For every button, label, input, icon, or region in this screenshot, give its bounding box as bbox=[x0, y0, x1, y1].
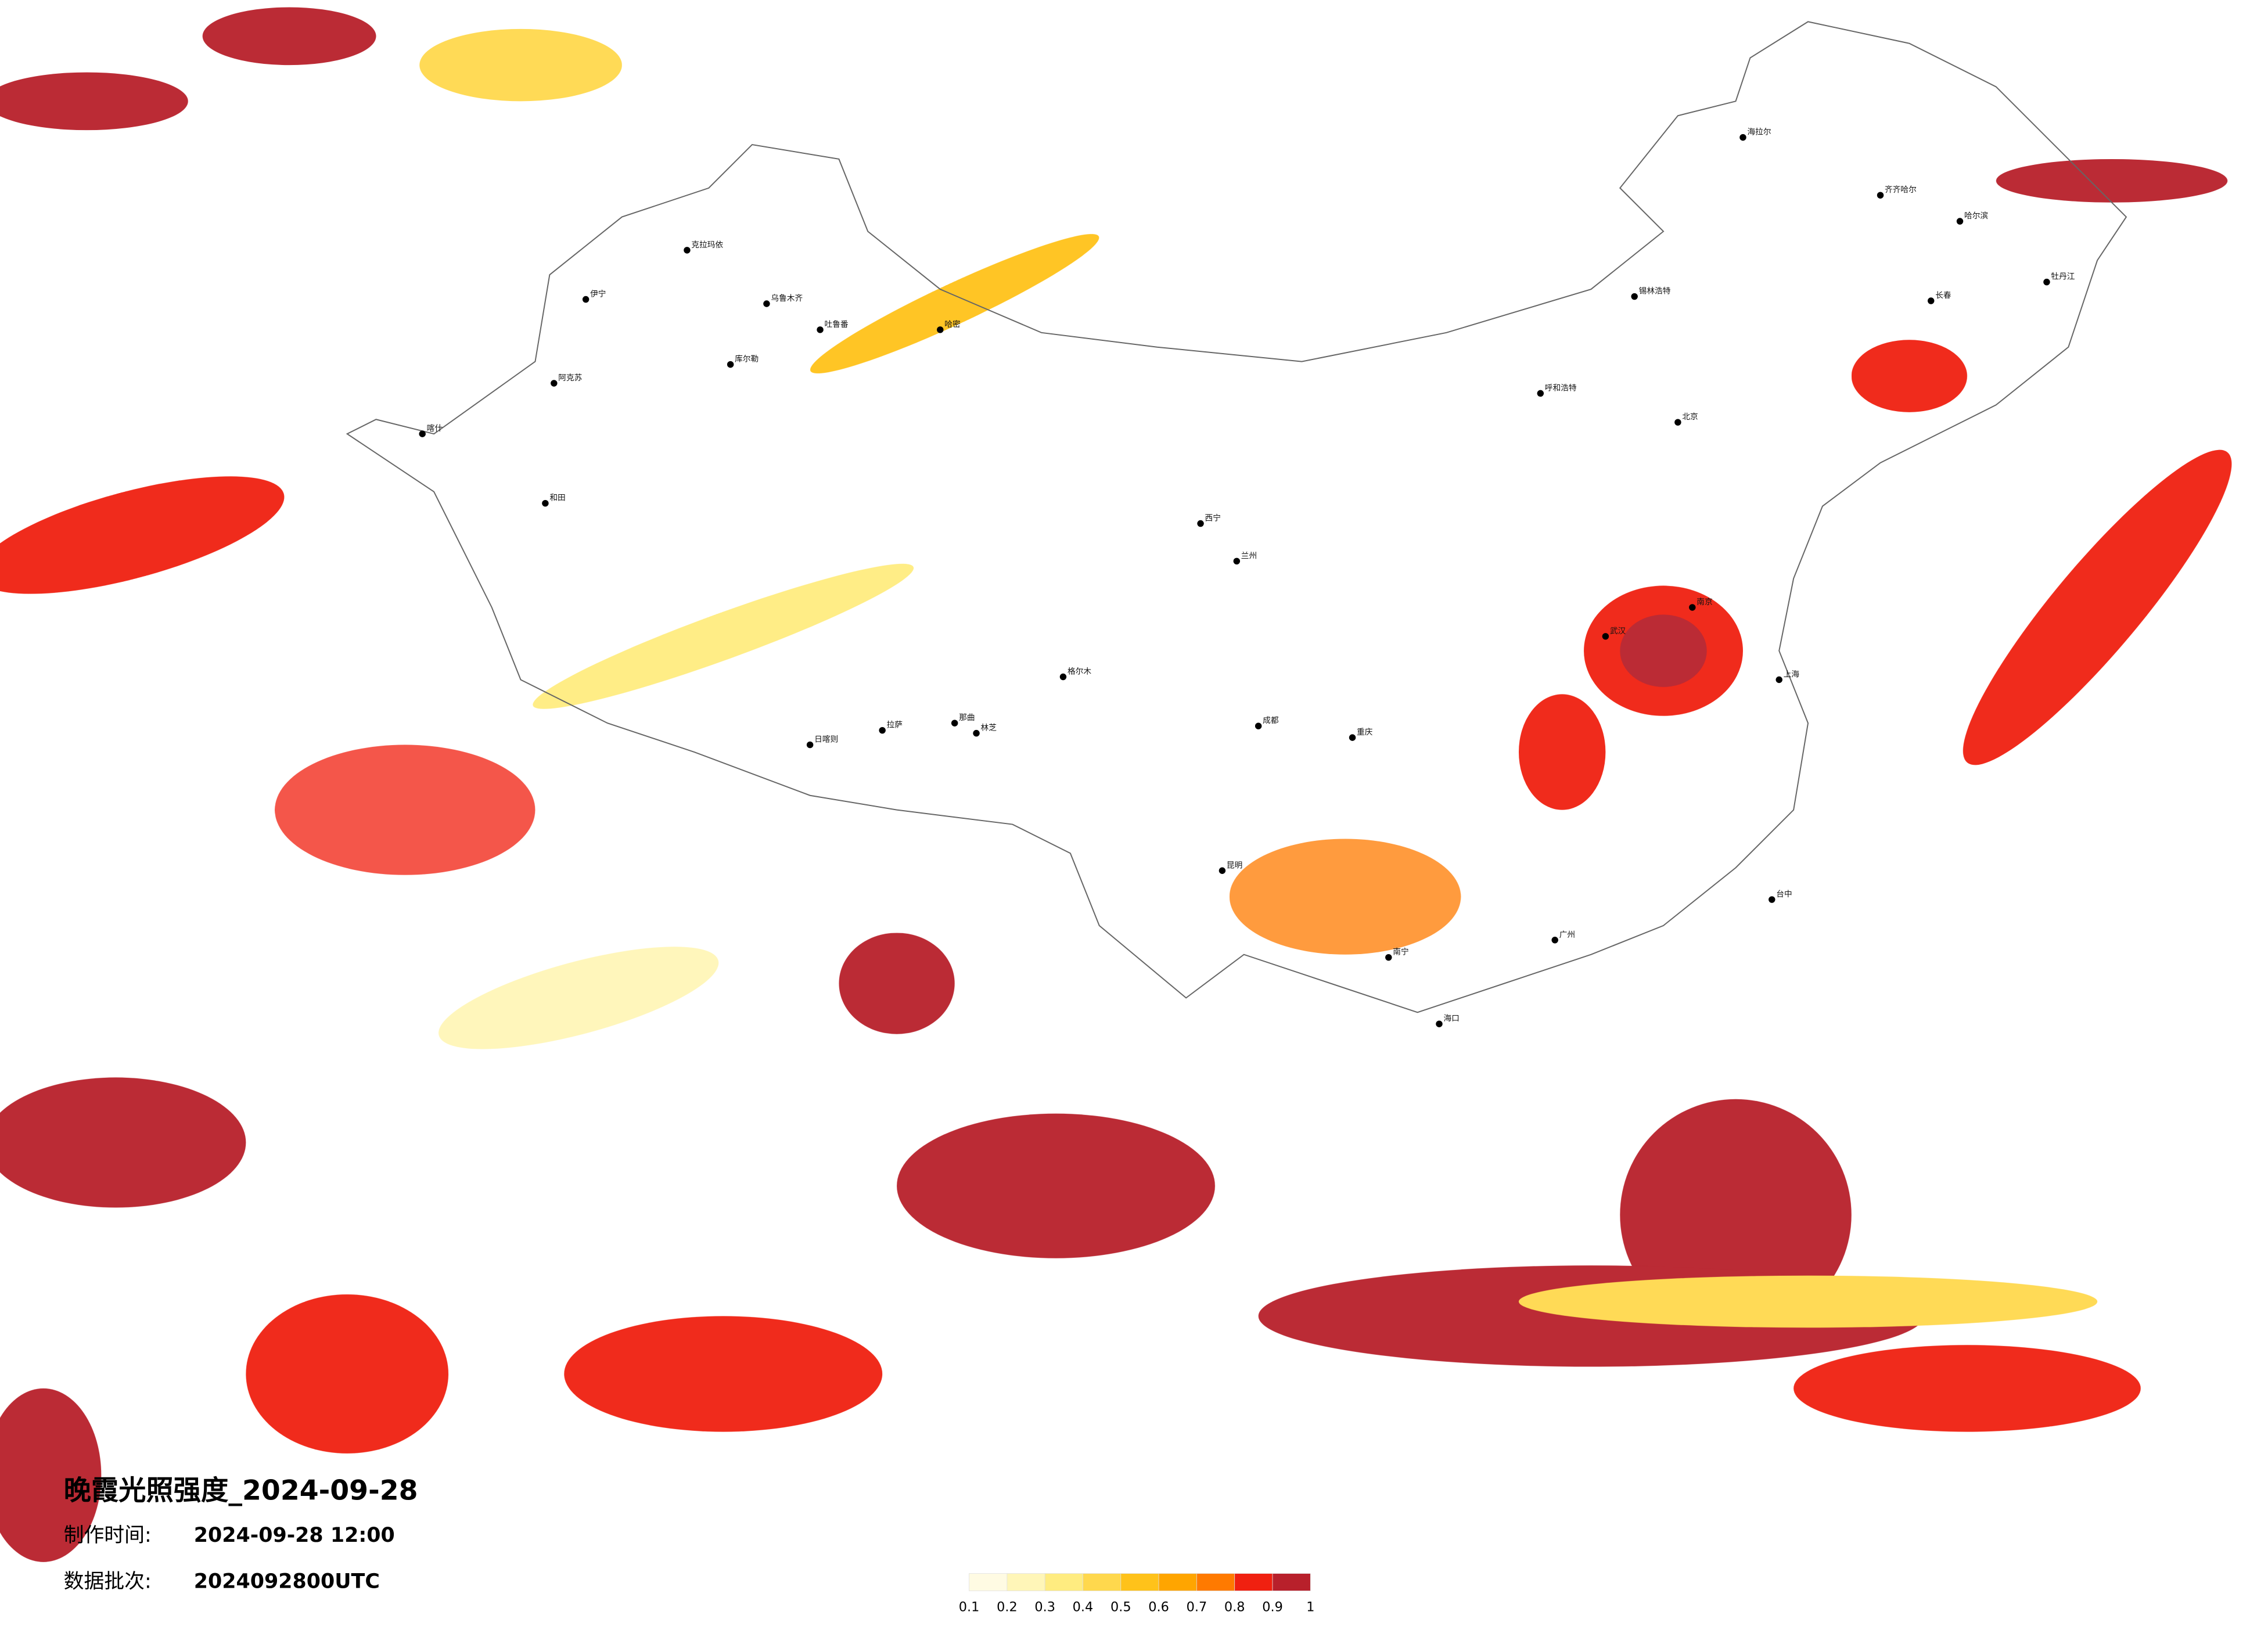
title: 晚霞光照强度_2024-09-28 bbox=[64, 1475, 418, 1507]
heat-layer bbox=[0, 7, 2232, 1562]
colorbar-swatch bbox=[1044, 1573, 1083, 1591]
city-label: 日喀则 bbox=[814, 735, 838, 744]
city-dot bbox=[763, 300, 770, 307]
colorbar-tick-label: 0.6 bbox=[1148, 1599, 1169, 1614]
city-dot bbox=[1674, 419, 1681, 426]
city-label: 西宁 bbox=[1205, 513, 1221, 523]
city-label: 哈尔滨 bbox=[1964, 211, 1988, 221]
city-label: 重庆 bbox=[1357, 728, 1373, 737]
city-dot bbox=[419, 430, 426, 437]
batch-label: 数据批次: bbox=[64, 1570, 152, 1593]
colorbar-swatch bbox=[969, 1573, 1008, 1591]
city-dot bbox=[973, 729, 980, 737]
city-dot bbox=[1233, 557, 1241, 565]
city-label: 拉萨 bbox=[887, 721, 903, 730]
city-label: 齐齐哈尔 bbox=[1885, 185, 1917, 195]
colorbar-tick-label: 0.3 bbox=[1034, 1599, 1055, 1614]
city-label: 吐鲁番 bbox=[825, 320, 849, 329]
city-label: 上海 bbox=[1784, 670, 1800, 679]
city-label: 昆明 bbox=[1227, 861, 1242, 870]
made-label: 制作时间: bbox=[64, 1524, 152, 1547]
colorbar-swatch bbox=[1234, 1573, 1273, 1591]
city-label: 喀什 bbox=[427, 424, 443, 433]
city-dot bbox=[2043, 278, 2050, 286]
city-dot bbox=[1219, 867, 1226, 874]
city-dot bbox=[1602, 633, 1609, 640]
colorbar-tick-label: 1 bbox=[1306, 1599, 1314, 1614]
city-label: 克拉玛依 bbox=[691, 240, 723, 250]
city-dot bbox=[582, 296, 590, 303]
city-label: 和田 bbox=[549, 494, 565, 503]
header: 晚霞光照强度_2024-09-28 制作时间: 2024-09-28 12:00… bbox=[64, 1475, 418, 1593]
city-dot bbox=[806, 741, 814, 749]
city-dot bbox=[1537, 390, 1544, 397]
city-dot bbox=[1349, 734, 1356, 741]
city-dot bbox=[1956, 218, 1964, 225]
city-label: 南京 bbox=[1696, 598, 1712, 607]
batch-value: 2024092800UTC bbox=[194, 1570, 380, 1593]
city-dot bbox=[1739, 134, 1746, 141]
city-label: 成都 bbox=[1263, 716, 1279, 725]
city-dot bbox=[727, 361, 734, 368]
city-label: 格尔木 bbox=[1067, 667, 1091, 677]
city-label: 海口 bbox=[1443, 1014, 1459, 1023]
city-dot bbox=[542, 499, 549, 507]
city-label: 牡丹江 bbox=[2051, 272, 2075, 282]
city-label: 南宁 bbox=[1393, 947, 1408, 957]
colorbar-tick-label: 0.5 bbox=[1110, 1599, 1131, 1614]
city-dot bbox=[1059, 673, 1067, 681]
city-dot bbox=[1385, 954, 1392, 961]
city-dot bbox=[951, 720, 958, 726]
city-label: 兰州 bbox=[1241, 551, 1257, 560]
city-label: 呼和浩特 bbox=[1545, 383, 1577, 393]
city-dot bbox=[1255, 722, 1262, 729]
country-outline bbox=[346, 21, 2127, 1013]
city-dot bbox=[937, 326, 944, 333]
city-dot bbox=[1436, 1020, 1443, 1027]
city-label: 北京 bbox=[1682, 412, 1698, 422]
city-label: 那曲 bbox=[959, 713, 975, 722]
city-dot bbox=[817, 326, 824, 333]
city-label: 锡林浩特 bbox=[1639, 287, 1671, 296]
city-dot bbox=[1551, 937, 1558, 944]
made-value: 2024-09-28 12:00 bbox=[194, 1524, 395, 1547]
city-label: 广州 bbox=[1559, 930, 1575, 940]
colorbar-swatch bbox=[1120, 1573, 1159, 1591]
colorbar-tick-label: 0.4 bbox=[1073, 1599, 1094, 1614]
city-label: 海拉尔 bbox=[1747, 128, 1771, 137]
city-label: 林芝 bbox=[981, 724, 997, 733]
colorbar-tick-label: 0.7 bbox=[1187, 1599, 1207, 1614]
city-dot bbox=[1928, 297, 1935, 304]
city-dot bbox=[1775, 676, 1782, 684]
colorbar-tick-label: 0.9 bbox=[1262, 1599, 1283, 1614]
colorbar-swatch bbox=[1158, 1573, 1197, 1591]
city-label: 阿克苏 bbox=[558, 373, 582, 383]
city-dot bbox=[1877, 192, 1884, 199]
city-label: 库尔勒 bbox=[735, 355, 759, 364]
city-label: 哈密 bbox=[944, 319, 961, 329]
colorbar-swatch bbox=[1196, 1573, 1235, 1591]
colorbar-swatch bbox=[1083, 1573, 1122, 1591]
colorbar-tick-label: 0.8 bbox=[1224, 1599, 1245, 1614]
colorbar-tick-label: 0.1 bbox=[959, 1599, 980, 1614]
colorbar-swatch bbox=[1272, 1573, 1311, 1591]
city-label: 武汉 bbox=[1610, 627, 1626, 636]
city-label: 乌鲁木齐 bbox=[771, 294, 803, 303]
colorbar-tick-label: 0.2 bbox=[997, 1599, 1018, 1614]
city-dot bbox=[1197, 520, 1204, 527]
city-dot bbox=[879, 726, 886, 734]
colorbar-swatch bbox=[1007, 1573, 1045, 1591]
city-label: 伊宁 bbox=[590, 289, 606, 299]
city-dot bbox=[1769, 896, 1775, 903]
city-label: 长春 bbox=[1935, 291, 1951, 300]
city-label: 台中 bbox=[1776, 890, 1792, 899]
city-dot bbox=[1689, 604, 1696, 611]
colorbar: 0.1 0.2 0.3 0.4 0.5 0.6 0.7 0.8 0.9 1 bbox=[959, 1573, 1314, 1614]
city-dot bbox=[1631, 293, 1638, 300]
city-dot bbox=[551, 380, 558, 387]
city-dot bbox=[684, 247, 691, 254]
